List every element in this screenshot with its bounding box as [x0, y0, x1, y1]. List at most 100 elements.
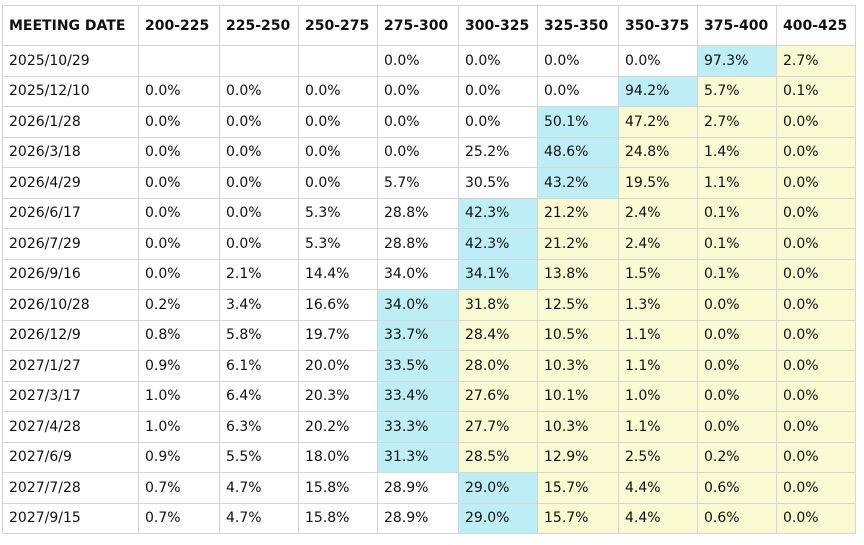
meeting-date-cell: 2026/7/29 — [2, 228, 139, 260]
probability-cell: 34.1% — [458, 258, 538, 290]
probability-cell: 0.0% — [219, 75, 299, 107]
meeting-date-cell: 2027/9/15 — [2, 502, 139, 534]
column-header-350-375: 350-375 — [618, 5, 698, 46]
probability-cell: 0.0% — [776, 411, 856, 443]
probability-cell: 20.2% — [298, 411, 378, 443]
table-row: 2027/7/28 0.7% 4.7% 15.8% 28.9% 29.0% 15.7% 4.4… — [2, 472, 856, 504]
probability-cell: 5.5% — [219, 441, 299, 473]
table-row: 2027/9/15 0.7% 4.7% 15.8% 28.9% 29.0% 15.7% 4.4… — [2, 502, 856, 534]
probability-cell: 2.4% — [618, 197, 698, 229]
probability-cell: 34.0% — [377, 289, 459, 321]
probability-cell: 0.0% — [458, 75, 538, 107]
probability-cell: 0.0% — [697, 319, 777, 351]
probability-cell: 0.6% — [697, 502, 777, 534]
probability-cell: 1.1% — [697, 167, 777, 199]
probability-cell: 10.1% — [537, 380, 619, 412]
probability-cell: 0.0% — [219, 167, 299, 199]
probability-cell: 5.7% — [697, 75, 777, 107]
probability-cell: 1.1% — [618, 319, 698, 351]
table-row: 2027/1/27 0.9% 6.1% 20.0% 33.5% 28.0% 10.3% 1.1… — [2, 350, 856, 382]
table-row: 2026/7/29 0.0% 0.0% 5.3% 28.8% 42.3% 21.2% 2.4%… — [2, 228, 856, 260]
probability-cell: 28.8% — [377, 197, 459, 229]
probability-cell: 33.5% — [377, 350, 459, 382]
probability-cell: 42.3% — [458, 197, 538, 229]
probability-cell: 10.3% — [537, 411, 619, 443]
probability-cell: 28.5% — [458, 441, 538, 473]
probability-cell: 4.7% — [219, 502, 299, 534]
probability-cell: 0.0% — [537, 75, 619, 107]
probability-cell: 0.0% — [219, 106, 299, 138]
probability-cell: 30.5% — [458, 167, 538, 199]
probability-cell: 4.4% — [618, 502, 698, 534]
probability-cell: 14.4% — [298, 258, 378, 290]
probability-cell: 20.0% — [298, 350, 378, 382]
column-header-400-425: 400-425 — [776, 5, 856, 46]
probability-cell: 0.9% — [138, 441, 220, 473]
probability-cell: 0.0% — [776, 289, 856, 321]
probability-cell: 0.0% — [377, 136, 459, 168]
probability-cell: 42.3% — [458, 228, 538, 260]
probability-cell: 33.3% — [377, 411, 459, 443]
probability-cell: 1.1% — [618, 350, 698, 382]
probability-cell: 2.1% — [219, 258, 299, 290]
probability-cell: 3.4% — [219, 289, 299, 321]
table-row: 2025/12/10 0.0% 0.0% 0.0% 0.0% 0.0% 0.0% 94.2% 5… — [2, 75, 856, 107]
probability-cell: 0.6% — [697, 472, 777, 504]
probability-cell: 0.0% — [776, 380, 856, 412]
probability-cell: 5.7% — [377, 167, 459, 199]
probability-cell: 0.0% — [219, 136, 299, 168]
probability-cell: 0.0% — [298, 167, 378, 199]
probability-cell: 1.0% — [138, 411, 220, 443]
probability-cell: 6.1% — [219, 350, 299, 382]
column-header-meeting-date: MEETING DATE — [2, 5, 139, 46]
probability-cell: 0.7% — [138, 502, 220, 534]
probability-cell: 0.1% — [697, 228, 777, 260]
probability-cell: 19.7% — [298, 319, 378, 351]
probability-cell: 15.8% — [298, 472, 378, 504]
table-row: 2027/6/9 0.9% 5.5% 18.0% 31.3% 28.5% 12.9% 2.5%… — [2, 441, 856, 473]
probability-cell: 0.0% — [697, 350, 777, 382]
probability-cell: 1.3% — [618, 289, 698, 321]
probability-cell: 0.0% — [138, 258, 220, 290]
meeting-date-cell: 2025/10/29 — [2, 45, 139, 77]
probability-cell: 33.4% — [377, 380, 459, 412]
probability-cell: 0.0% — [219, 197, 299, 229]
meeting-date-cell: 2026/6/17 — [2, 197, 139, 229]
probability-cell: 0.0% — [776, 197, 856, 229]
probability-cell: 0.8% — [138, 319, 220, 351]
probability-cell: 1.0% — [618, 380, 698, 412]
probability-cell — [219, 45, 299, 77]
probability-cell: 0.0% — [776, 441, 856, 473]
meeting-date-cell: 2027/3/17 — [2, 380, 139, 412]
table-row: 2026/1/28 0.0% 0.0% 0.0% 0.0% 0.0% 50.1% 47.2% 2… — [2, 106, 856, 138]
table-row: 2026/10/28 0.2% 3.4% 16.6% 34.0% 31.8% 12.5% 1.… — [2, 289, 856, 321]
probability-cell: 0.0% — [138, 228, 220, 260]
probability-cell: 12.9% — [537, 441, 619, 473]
probability-cell: 0.0% — [776, 167, 856, 199]
table-row: 2025/10/29 0.0% 0.0% 0.0% 0.0% 97.3% 2.7% — [2, 45, 856, 77]
probability-cell: 28.8% — [377, 228, 459, 260]
table-row: 2026/3/18 0.0% 0.0% 0.0% 0.0% 25.2% 48.6% 24.8%… — [2, 136, 856, 168]
probability-cell: 0.0% — [219, 228, 299, 260]
probability-cell: 21.2% — [537, 228, 619, 260]
probability-cell: 24.8% — [618, 136, 698, 168]
probability-cell: 0.0% — [537, 45, 619, 77]
probability-cell: 5.3% — [298, 228, 378, 260]
probability-cell: 31.8% — [458, 289, 538, 321]
probability-cell: 0.0% — [298, 106, 378, 138]
column-header-275-300: 275-300 — [377, 5, 459, 46]
probability-cell: 18.0% — [298, 441, 378, 473]
probability-cell: 29.0% — [458, 502, 538, 534]
table-body: 2025/10/29 0.0% 0.0% 0.0% 0.0% 97.3% 2.7% 2025/… — [2, 45, 856, 534]
probability-cell: 4.4% — [618, 472, 698, 504]
probability-cell: 0.1% — [697, 197, 777, 229]
probability-cell: 1.5% — [618, 258, 698, 290]
column-header-300-325: 300-325 — [458, 5, 538, 46]
meeting-date-cell: 2026/9/16 — [2, 258, 139, 290]
probability-cell: 2.7% — [776, 45, 856, 77]
probability-cell: 0.0% — [138, 136, 220, 168]
probability-cell: 0.0% — [697, 411, 777, 443]
probability-cell: 0.0% — [776, 502, 856, 534]
probability-cell: 0.0% — [298, 75, 378, 107]
